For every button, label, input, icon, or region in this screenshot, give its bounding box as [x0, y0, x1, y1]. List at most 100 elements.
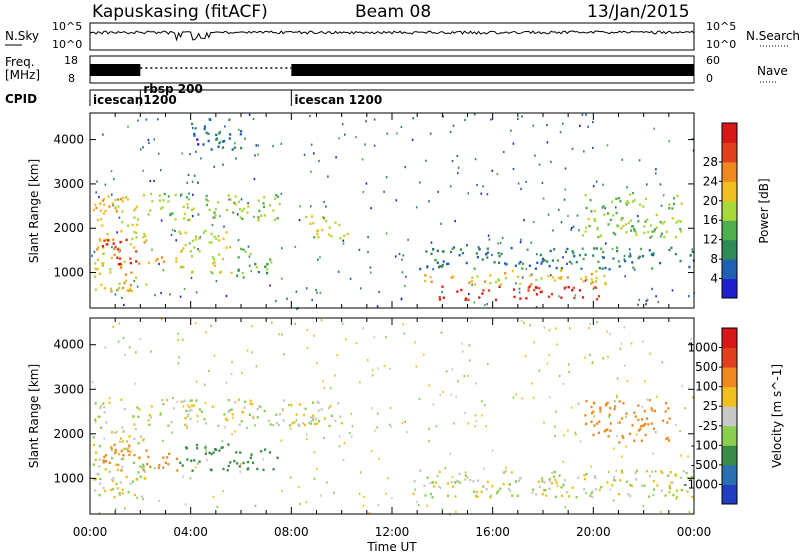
scatter-cell	[445, 370, 448, 373]
scatter-cell	[547, 213, 550, 216]
data-cell	[185, 446, 188, 449]
scatter-cell	[247, 201, 249, 205]
scatter-cell	[149, 179, 152, 183]
data-cell	[106, 233, 109, 236]
scatter-cell	[119, 249, 121, 252]
scatter-cell	[371, 407, 373, 410]
data-cell	[597, 260, 600, 263]
data-cell	[135, 250, 138, 253]
scatter-cell	[609, 332, 611, 335]
data-cell	[246, 468, 249, 471]
scatter-cell	[370, 450, 373, 453]
scatter-cell	[124, 507, 126, 510]
x-tick-label: 16:00	[475, 525, 510, 539]
data-cell	[652, 427, 655, 430]
data-cell	[193, 459, 196, 462]
scatter-cell	[654, 470, 657, 473]
scatter-cell	[182, 405, 185, 408]
data-cell	[189, 250, 192, 253]
data-cell	[182, 205, 185, 208]
data-cell	[119, 240, 122, 244]
scatter-cell	[533, 341, 535, 344]
data-cell	[204, 452, 207, 455]
scatter-cell	[688, 510, 691, 514]
scatter-cell	[490, 494, 492, 497]
data-cell	[651, 267, 654, 270]
data-cell	[121, 492, 124, 495]
data-cell	[210, 232, 213, 235]
data-cell	[192, 404, 195, 407]
data-cell	[595, 270, 598, 273]
data-cell	[264, 448, 267, 451]
colorbar-tick-label: 1000	[687, 341, 718, 355]
data-cell	[210, 270, 213, 274]
data-cell	[655, 213, 658, 217]
data-cell	[154, 259, 158, 262]
data-cell	[651, 230, 654, 233]
data-cell	[631, 261, 634, 264]
data-cell	[675, 495, 679, 499]
scatter-cell	[589, 353, 591, 357]
data-cell	[613, 408, 616, 411]
scatter-cell	[389, 406, 392, 410]
data-cell	[621, 471, 624, 474]
scatter-cell	[474, 158, 477, 161]
data-cell	[99, 406, 102, 410]
data-cell	[255, 266, 258, 269]
data-cell	[412, 492, 415, 495]
data-cell	[98, 444, 101, 448]
scatter-cell	[309, 114, 311, 118]
colorbar-frame	[721, 122, 738, 299]
scatter-cell	[473, 301, 476, 304]
data-cell	[118, 247, 121, 250]
scatter-cell	[361, 158, 364, 161]
data-cell	[134, 428, 137, 431]
scatter-cell	[370, 207, 372, 210]
data-cell	[674, 474, 677, 477]
data-cell	[652, 253, 655, 257]
data-cell	[135, 205, 138, 208]
data-cell	[551, 471, 554, 474]
scatter-cell	[487, 362, 489, 366]
data-cell	[582, 280, 585, 283]
scatter-cell	[626, 186, 628, 189]
data-cell	[120, 398, 123, 401]
scatter-cell	[257, 144, 260, 147]
data-cell	[96, 472, 99, 476]
scatter-cell	[535, 306, 538, 309]
data-cell	[114, 451, 117, 455]
data-cell	[137, 415, 140, 418]
data-cell	[652, 480, 655, 483]
data-cell	[671, 481, 674, 484]
data-cell	[591, 281, 594, 284]
data-cell	[627, 221, 630, 225]
data-cell	[217, 145, 220, 148]
data-cell	[431, 496, 434, 499]
data-cell	[100, 283, 103, 287]
data-cell	[266, 272, 269, 275]
data-cell	[541, 477, 544, 480]
data-cell	[301, 422, 304, 425]
data-cell	[526, 248, 529, 251]
scatter-cell	[554, 435, 556, 438]
data-cell	[564, 478, 567, 482]
scatter-cell	[95, 191, 97, 194]
data-cell	[606, 481, 609, 484]
data-cell	[563, 287, 566, 290]
data-cell	[571, 250, 574, 253]
scatter-cell	[159, 413, 162, 417]
scatter-cell	[345, 338, 347, 341]
data-cell	[109, 271, 112, 274]
cpid-mode-name: icescan	[93, 93, 143, 107]
scatter-cell	[519, 241, 522, 244]
data-cell	[430, 280, 433, 283]
data-cell	[690, 476, 693, 479]
data-cell	[484, 280, 487, 283]
data-cell	[590, 492, 593, 495]
data-cell	[424, 274, 427, 277]
data-cell	[487, 289, 491, 292]
scatter-cell	[482, 185, 484, 188]
data-cell	[125, 440, 129, 443]
data-cell	[503, 470, 506, 474]
